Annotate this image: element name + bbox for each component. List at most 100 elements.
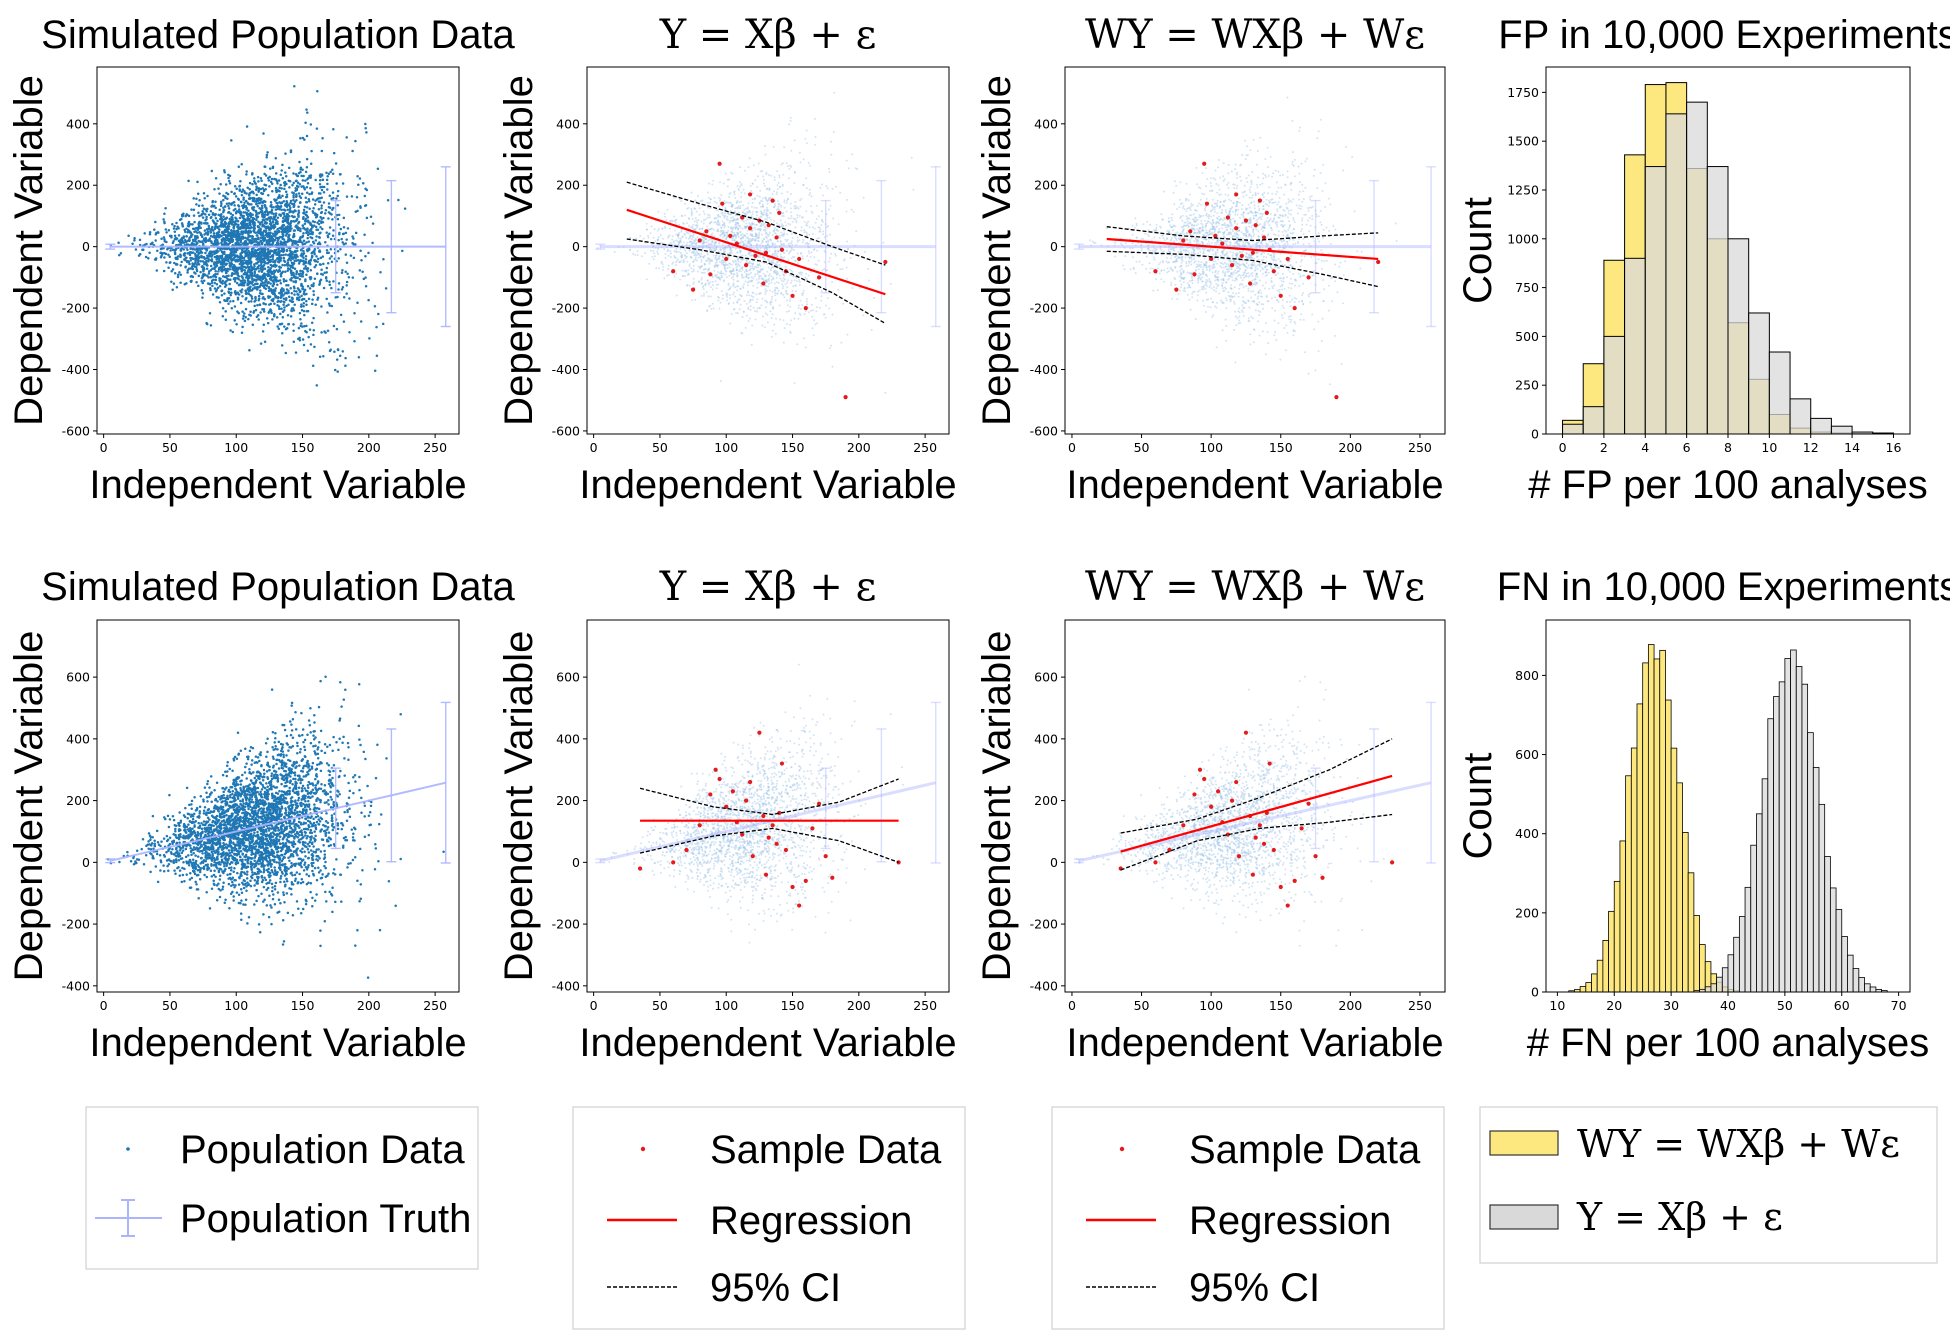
population-point: [285, 241, 288, 244]
population-point: [284, 270, 287, 273]
population-point: [316, 228, 320, 231]
population-point: [706, 216, 709, 219]
population-point: [828, 260, 830, 263]
population-point: [232, 256, 236, 260]
population-point: [726, 215, 729, 218]
population-point: [809, 192, 812, 195]
population-point: [310, 255, 314, 258]
population-point: [323, 271, 326, 275]
population-point: [305, 210, 308, 214]
population-point: [229, 278, 232, 282]
population-point: [322, 355, 325, 358]
population-point: [781, 224, 784, 227]
population-point: [711, 241, 714, 244]
population-point: [229, 255, 233, 258]
population-point: [730, 313, 733, 315]
population-point: [269, 258, 272, 262]
population-point: [297, 326, 301, 330]
population-point: [707, 191, 709, 194]
population-point: [221, 258, 224, 262]
population-point: [170, 280, 173, 283]
population-point: [222, 210, 225, 214]
population-point: [281, 237, 284, 240]
population-point: [339, 227, 343, 231]
population-point: [757, 227, 760, 230]
population-point: [209, 264, 213, 268]
population-point: [259, 263, 263, 267]
population-point: [341, 182, 345, 185]
population-point: [828, 257, 831, 260]
population-point: [793, 317, 796, 320]
population-point: [337, 282, 341, 285]
population-point: [734, 219, 737, 222]
population-point: [692, 239, 695, 242]
population-point: [204, 213, 207, 216]
population-point: [789, 305, 792, 308]
population-point: [331, 234, 335, 238]
population-point: [767, 285, 770, 288]
population-point: [668, 227, 671, 230]
population-point: [118, 253, 121, 257]
population-point: [164, 228, 168, 231]
population-point: [253, 177, 256, 180]
population-point: [275, 180, 279, 183]
population-point: [332, 151, 336, 155]
population-point: [748, 157, 751, 160]
population-point: [224, 195, 227, 198]
population-point: [320, 217, 324, 220]
population-point: [274, 214, 278, 217]
population-point: [302, 249, 305, 253]
population-point: [336, 189, 340, 193]
population-point: [274, 230, 277, 233]
population-point: [197, 211, 200, 215]
population-point: [240, 190, 244, 193]
population-point: [302, 174, 305, 178]
population-point: [312, 241, 316, 245]
population-point: [667, 264, 670, 267]
population-point: [651, 255, 654, 258]
population-point: [207, 224, 211, 228]
population-point: [223, 285, 227, 289]
population-point: [721, 276, 724, 278]
population-point: [295, 184, 299, 188]
population-point: [205, 322, 209, 326]
population-point: [339, 313, 343, 317]
population-point: [281, 234, 285, 238]
population-point: [727, 282, 730, 285]
population-point: [323, 212, 327, 215]
population-point: [356, 174, 359, 178]
population-point: [235, 247, 239, 250]
population-point: [793, 139, 796, 142]
population-point: [303, 222, 307, 226]
population-point: [304, 279, 307, 283]
population-point: [759, 170, 762, 173]
population-point: [309, 269, 313, 272]
population-point: [720, 261, 723, 264]
population-point: [230, 229, 233, 232]
population-point: [267, 285, 271, 289]
population-point: [229, 293, 232, 297]
population-point: [262, 302, 265, 305]
population-point: [354, 139, 357, 143]
population-point: [241, 278, 245, 282]
population-point: [301, 297, 305, 301]
population-point: [682, 258, 685, 261]
population-point: [273, 270, 277, 273]
population-point: [789, 223, 792, 226]
population-point: [779, 236, 782, 239]
population-point: [304, 213, 308, 217]
population-point: [247, 292, 250, 296]
population-point: [796, 206, 799, 209]
population-point: [700, 264, 703, 267]
population-point: [173, 271, 177, 275]
population-point: [263, 213, 267, 216]
population-point: [312, 293, 316, 296]
y-tick-label: 0: [82, 239, 90, 254]
population-point: [784, 238, 787, 241]
population-point: [363, 204, 367, 208]
population-point: [670, 246, 673, 249]
population-point: [649, 249, 652, 252]
population-point: [213, 187, 216, 191]
population-point: [773, 243, 776, 245]
population-point: [309, 227, 313, 231]
